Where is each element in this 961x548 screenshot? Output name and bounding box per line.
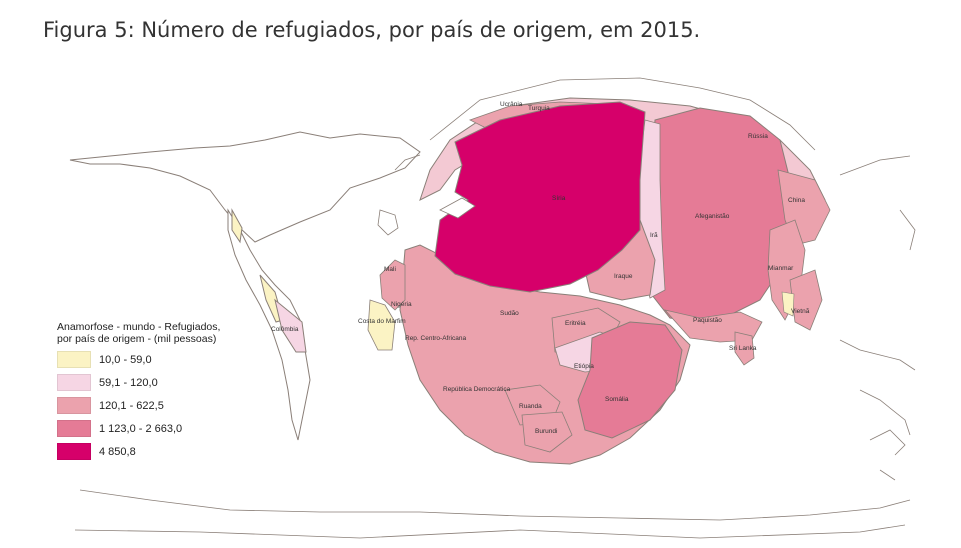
cartogram-map: Ucrânia Turquia Rússia Síria Irã Afegani… <box>0 60 961 544</box>
legend-label: 1 123,0 - 2 663,0 <box>99 422 183 435</box>
label-somalia: Somália <box>605 396 629 403</box>
legend-item: 120,1 - 622,5 <box>57 397 267 414</box>
label-afeganistao: Afeganistão <box>695 213 730 220</box>
cartogram-svg: Ucrânia Turquia Rússia Síria Irã Afegani… <box>69 77 916 539</box>
americas-outlines <box>69 131 421 441</box>
label-burundi: Burundi <box>535 428 557 435</box>
coastline-fragments <box>74 77 916 539</box>
legend-item: 4 850,8 <box>57 443 267 460</box>
label-iraque: Iraque <box>614 273 633 280</box>
legend-item: 59,1 - 120,0 <box>57 374 267 391</box>
page-title: Figura 5: Número de refugiados, por país… <box>43 18 701 42</box>
sri-lanka-shape <box>734 331 755 366</box>
label-costa-do-marfim: Costa do Marfim <box>358 318 406 325</box>
label-turquia: Turquia <box>528 105 550 112</box>
yellow-asia-spot <box>781 291 795 317</box>
burundi-shape <box>521 411 573 453</box>
label-republica-democratica: República Democrática <box>443 386 511 393</box>
legend-swatch <box>57 351 91 368</box>
legend-label: 120,1 - 622,5 <box>99 399 164 412</box>
label-paquistao: Paquistão <box>693 317 722 324</box>
map-legend: Anamorfose - mundo - Refugiados, por paí… <box>57 321 267 460</box>
label-etiopia: Etiópia <box>574 363 594 370</box>
label-vietna: Vietnã <box>791 308 810 315</box>
legend-item: 10,0 - 59,0 <box>57 351 267 368</box>
legend-item: 1 123,0 - 2 663,0 <box>57 420 267 437</box>
nigeria-ivory-coast-shape <box>367 299 396 351</box>
label-sudao: Sudão <box>500 310 519 317</box>
label-nigeria: Nigéria <box>391 301 412 308</box>
label-siria: Síria <box>552 195 566 202</box>
country-labels: Ucrânia Turquia Rússia Síria Irã Afegani… <box>271 101 810 435</box>
label-ira: Irã <box>650 232 658 239</box>
legend-swatch <box>57 374 91 391</box>
label-colombia: Colômbia <box>271 326 299 333</box>
label-russia: Rússia <box>748 133 768 140</box>
yellow-americas-2 <box>231 208 243 244</box>
legend-title-line1: Anamorfose - mundo - Refugiados, <box>57 321 221 333</box>
legend-label: 10,0 - 59,0 <box>99 353 152 366</box>
label-ruanda: Ruanda <box>519 403 542 410</box>
central-south-america-outline <box>227 208 311 441</box>
label-eritreia: Eritréia <box>565 320 586 327</box>
legend-title-line2: por país de origem - (mil pessoas) <box>57 333 217 345</box>
legend-title: Anamorfose - mundo - Refugiados, por paí… <box>57 321 267 345</box>
label-sri-lanka: Sri Lanka <box>729 345 757 352</box>
legend-swatch <box>57 443 91 460</box>
north-america-outline <box>69 131 421 243</box>
mali-shape <box>379 259 406 311</box>
legend-label: 59,1 - 120,0 <box>99 376 158 389</box>
legend-swatch <box>57 420 91 437</box>
label-mali: Mali <box>384 266 396 273</box>
legend-swatch <box>57 397 91 414</box>
colombia-shape <box>274 298 307 353</box>
label-china: China <box>788 197 805 204</box>
legend-label: 4 850,8 <box>99 445 136 458</box>
syria-shape <box>434 101 646 293</box>
vietnam-shape <box>789 269 823 331</box>
somalia-shape <box>577 321 683 439</box>
label-rep-centro-africana: Rep. Centro-Africana <box>405 335 466 342</box>
label-mianmar: Mianmar <box>768 265 794 272</box>
label-ucrania: Ucrânia <box>500 101 523 108</box>
syria-notch <box>439 197 476 219</box>
